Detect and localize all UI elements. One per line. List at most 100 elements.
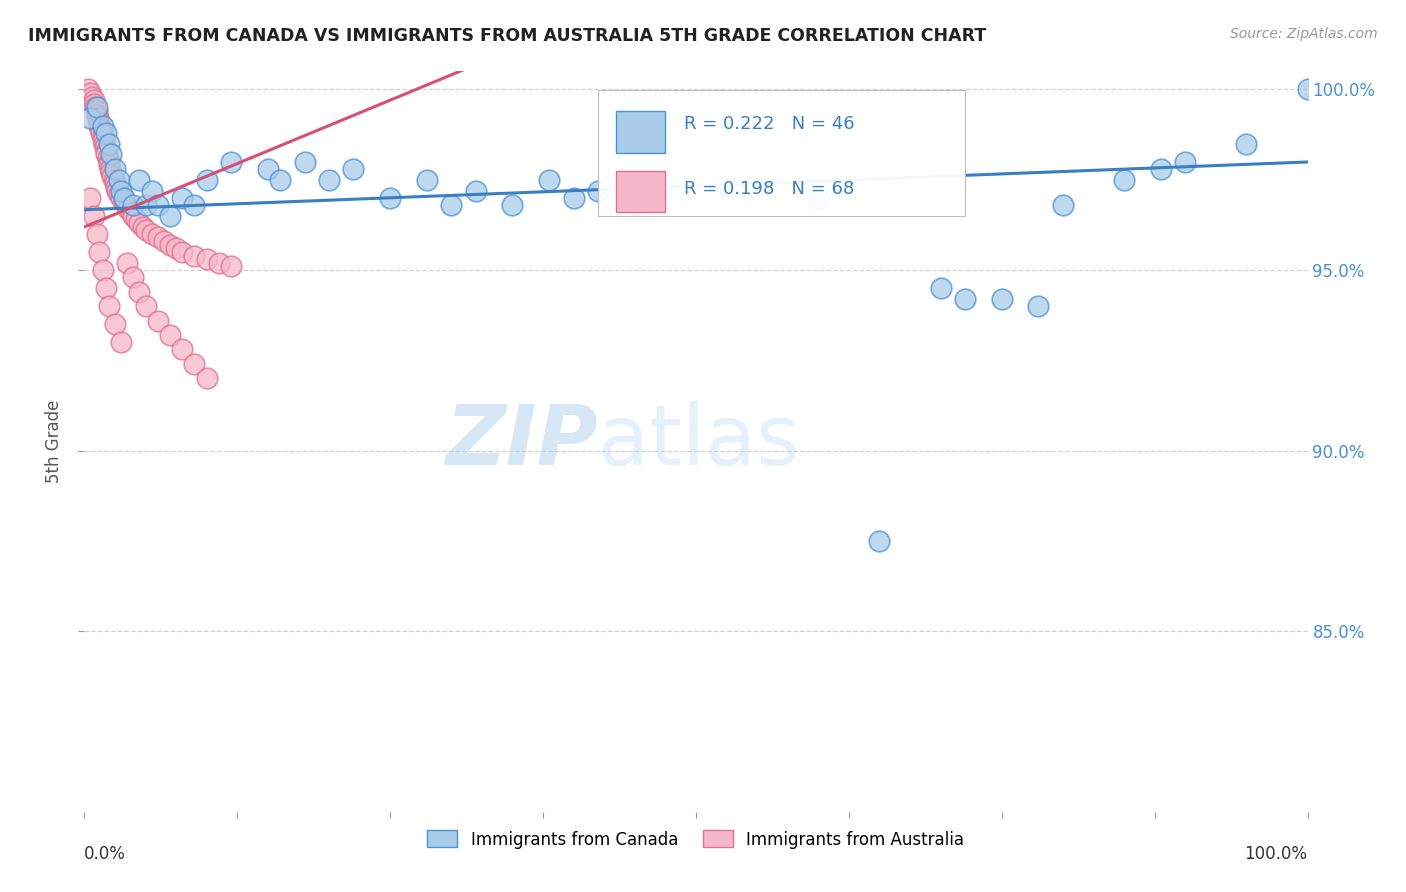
Point <box>538 172 561 186</box>
Point <box>1114 172 1136 186</box>
Point <box>128 285 150 299</box>
Point <box>86 108 108 122</box>
Point <box>98 161 121 176</box>
Text: 0.0%: 0.0% <box>84 845 127 863</box>
Point <box>1174 154 1197 169</box>
Point <box>110 184 132 198</box>
Point <box>122 270 145 285</box>
Point <box>87 115 110 129</box>
Point <box>125 212 148 227</box>
Point <box>112 194 135 209</box>
Legend: Immigrants from Canada, Immigrants from Australia: Immigrants from Canada, Immigrants from … <box>420 823 972 855</box>
Point <box>96 147 118 161</box>
Point <box>91 133 114 147</box>
FancyBboxPatch shape <box>598 90 965 216</box>
Point <box>96 281 118 295</box>
Point <box>105 184 128 198</box>
Text: IMMIGRANTS FROM CANADA VS IMMIGRANTS FROM AUSTRALIA 5TH GRADE CORRELATION CHART: IMMIGRANTS FROM CANADA VS IMMIGRANTS FRO… <box>28 27 987 45</box>
Point <box>87 244 110 259</box>
Point <box>104 161 127 176</box>
Point <box>107 187 129 202</box>
Point <box>94 140 117 154</box>
Point <box>97 158 120 172</box>
Point <box>195 252 218 267</box>
Point <box>89 122 111 136</box>
Point <box>96 144 118 158</box>
FancyBboxPatch shape <box>616 170 665 212</box>
Point <box>1236 136 1258 151</box>
Point <box>1296 82 1319 96</box>
Point <box>1150 161 1173 176</box>
Point <box>159 237 181 252</box>
Point <box>103 172 125 186</box>
Point <box>269 172 291 186</box>
Point <box>165 241 187 255</box>
Point <box>97 151 120 165</box>
Point <box>104 177 127 191</box>
Point <box>91 129 114 144</box>
Point <box>141 184 163 198</box>
Point <box>183 248 205 262</box>
Point <box>172 244 194 259</box>
Point <box>929 281 952 295</box>
Point <box>195 371 218 385</box>
Point <box>208 256 231 270</box>
Point <box>416 172 439 186</box>
Point <box>97 154 120 169</box>
Text: ZIP: ZIP <box>446 401 598 482</box>
Point <box>953 292 976 306</box>
Point <box>440 198 463 212</box>
FancyBboxPatch shape <box>616 112 665 153</box>
Point <box>172 191 194 205</box>
Point <box>991 292 1014 306</box>
Point <box>79 86 101 100</box>
Point <box>135 198 157 212</box>
Text: R = 0.222   N = 46: R = 0.222 N = 46 <box>683 115 855 133</box>
Point <box>132 219 155 234</box>
Text: Source: ZipAtlas.com: Source: ZipAtlas.com <box>1230 27 1378 41</box>
Point <box>115 198 138 212</box>
Point <box>624 198 647 212</box>
Point <box>97 136 120 151</box>
Point <box>86 100 108 114</box>
Point <box>100 165 122 179</box>
Point <box>318 172 340 186</box>
Point <box>84 100 107 114</box>
Point <box>159 328 181 343</box>
Point <box>115 256 138 270</box>
Point <box>159 209 181 223</box>
Point <box>502 198 524 212</box>
Point <box>219 154 242 169</box>
Point <box>86 104 108 119</box>
Point <box>122 209 145 223</box>
Point <box>110 335 132 350</box>
Point <box>219 260 242 274</box>
Point <box>101 169 124 183</box>
Point <box>562 191 585 205</box>
Point <box>342 161 364 176</box>
Point <box>172 343 194 357</box>
Point <box>86 227 108 241</box>
Point <box>122 198 145 212</box>
Point <box>105 180 128 194</box>
Point <box>135 299 157 313</box>
Point <box>128 172 150 186</box>
Point <box>1052 198 1074 212</box>
Point <box>91 119 114 133</box>
Point <box>1028 299 1050 313</box>
Text: atlas: atlas <box>598 401 800 482</box>
Point <box>183 198 205 212</box>
Point <box>77 82 100 96</box>
Point <box>87 119 110 133</box>
Text: R = 0.198   N = 68: R = 0.198 N = 68 <box>683 179 853 198</box>
Point <box>79 112 101 126</box>
Point <box>93 136 115 151</box>
Point <box>146 198 169 212</box>
Point <box>257 161 280 176</box>
Point <box>104 317 127 331</box>
Point <box>146 230 169 244</box>
Point <box>294 154 316 169</box>
Point <box>141 227 163 241</box>
Point <box>586 184 609 198</box>
Point <box>91 263 114 277</box>
